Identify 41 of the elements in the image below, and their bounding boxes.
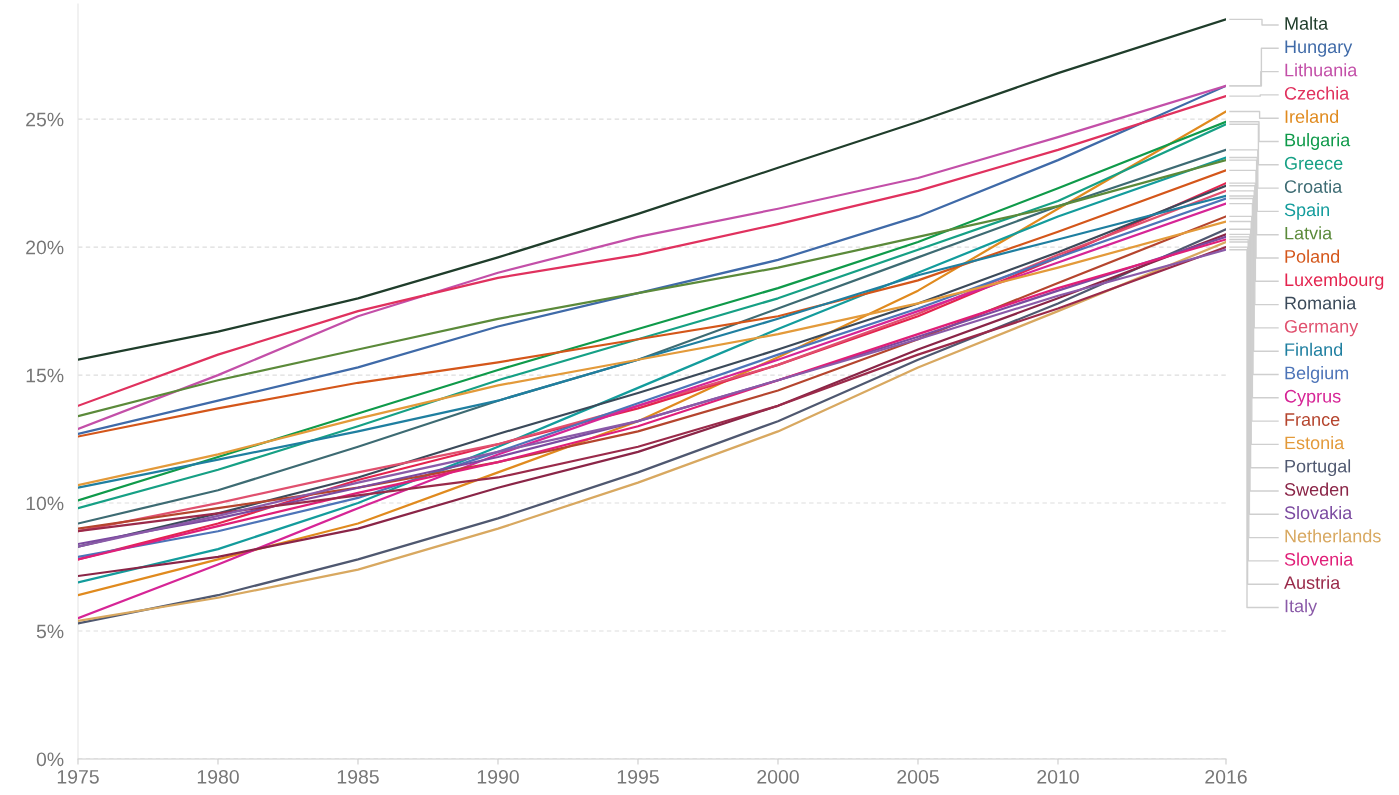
text: Cyprus bbox=[1284, 389, 1341, 407]
text: Netherlands bbox=[1285, 529, 1381, 543]
text: Romania bbox=[1285, 296, 1357, 310]
text: Malta bbox=[1285, 16, 1329, 30]
text: Luxembourg bbox=[1285, 272, 1384, 290]
y-tick-label: 10% bbox=[26, 496, 64, 511]
text: Austria bbox=[1284, 575, 1341, 590]
x-tick-label: 2010 bbox=[1037, 769, 1079, 784]
text: Belgium bbox=[1285, 366, 1349, 383]
text: Croatia bbox=[1284, 179, 1343, 193]
text: Estonia bbox=[1285, 435, 1345, 450]
text: Italy bbox=[1285, 599, 1318, 616]
text: Poland bbox=[1285, 249, 1340, 263]
y-tick-label: 20% bbox=[26, 240, 64, 255]
x-tick-label: 2005 bbox=[897, 769, 939, 784]
y-tick-label: 15% bbox=[26, 368, 64, 383]
text: Germany bbox=[1284, 319, 1359, 337]
text: Latvia bbox=[1285, 226, 1333, 240]
x-tick-label: 1980 bbox=[197, 769, 239, 784]
text: Sweden bbox=[1284, 482, 1349, 496]
text: Portugal bbox=[1285, 459, 1351, 477]
x-tick-label: 1985 bbox=[337, 769, 379, 784]
text: Slovenia bbox=[1284, 552, 1354, 566]
text: Lithuania bbox=[1285, 63, 1358, 77]
text: Ireland bbox=[1285, 109, 1339, 124]
text: Czechia bbox=[1284, 86, 1350, 100]
x-tick-label: 2000 bbox=[757, 769, 799, 784]
text: France bbox=[1285, 413, 1340, 426]
text: Hungary bbox=[1285, 40, 1353, 57]
text: Finland bbox=[1285, 342, 1343, 357]
x-tick-label: 1995 bbox=[617, 769, 659, 784]
y-tick-label: 25% bbox=[26, 112, 64, 127]
text: Spain bbox=[1284, 202, 1330, 220]
x-tick-label: 1990 bbox=[477, 769, 519, 784]
text: Bulgaria bbox=[1285, 133, 1351, 150]
text: Slovakia bbox=[1284, 505, 1353, 520]
text: Greece bbox=[1284, 156, 1343, 170]
x-tick-label: 2016 bbox=[1205, 769, 1247, 784]
x-tick-label: 1975 bbox=[57, 769, 99, 784]
y-tick-label: 5% bbox=[36, 624, 64, 639]
y-tick-label: 0% bbox=[36, 752, 64, 767]
